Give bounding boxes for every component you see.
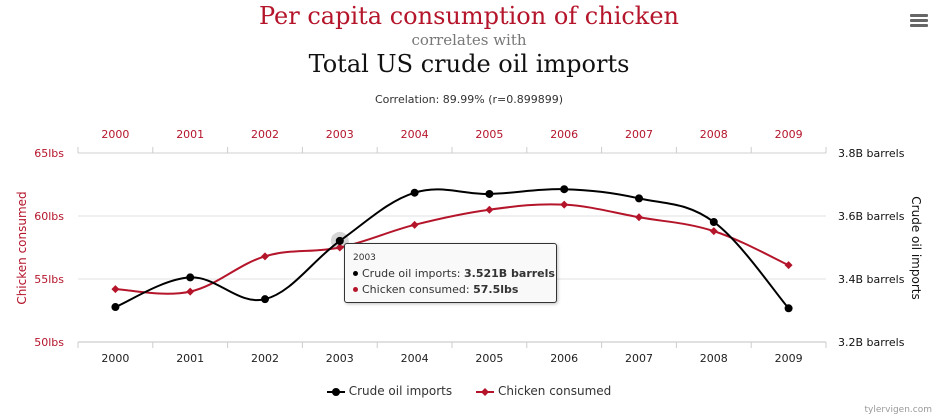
top-axis-label: 2000 xyxy=(101,128,129,141)
bottom-axis-label: 2009 xyxy=(775,352,803,365)
chart-title-bottom: Total US crude oil imports xyxy=(308,50,630,78)
left-axis-tick-label: 65lbs xyxy=(34,147,64,160)
tooltip-chicken-label: Chicken consumed: xyxy=(362,283,474,296)
chicken-dot-icon xyxy=(353,286,358,292)
tooltip-oil-label: Crude oil imports: xyxy=(362,267,465,280)
oil-data-point xyxy=(186,273,195,282)
tooltip-chicken-value: 57.5lbs xyxy=(473,283,519,296)
right-axis-tick-label: 3.2B barrels xyxy=(838,336,905,349)
bottom-axis-label: 2006 xyxy=(550,352,578,365)
oil-data-point xyxy=(709,217,718,226)
right-axis-tick-label: 3.4B barrels xyxy=(838,273,905,286)
right-axis-title: Crude oil imports xyxy=(909,196,923,299)
chicken-data-point xyxy=(335,243,344,252)
chicken-data-point xyxy=(186,287,195,296)
top-axis-label: 2009 xyxy=(775,128,803,141)
legend-oil-label: Crude oil imports xyxy=(348,384,453,398)
correlation-text: Correlation: 89.99% (r=0.899899) xyxy=(374,93,564,106)
oil-data-point xyxy=(635,194,643,203)
top-axis-label: 2001 xyxy=(176,128,204,141)
bottom-axis-label: 2008 xyxy=(700,352,728,365)
chicken-series-line xyxy=(115,203,790,295)
top-axis-label: 2002 xyxy=(251,128,279,141)
oil-series-line xyxy=(115,188,790,309)
chart-legend: Crude oil imports Chicken consumed xyxy=(0,384,938,398)
chart-connector-text: correlates with xyxy=(411,31,527,49)
credit-text[interactable]: tylervigen.com xyxy=(864,405,932,415)
bottom-axis-label: 2000 xyxy=(101,352,129,365)
tooltip-oil-row: Crude oil imports: 3.521B barrels xyxy=(353,267,555,280)
top-axis-label: 2007 xyxy=(625,128,653,141)
oil-dot-icon xyxy=(353,270,358,276)
top-axis-label: 2008 xyxy=(700,128,728,141)
chicken-data-point xyxy=(485,205,494,214)
oil-data-point xyxy=(410,188,419,197)
legend-chicken-marker-icon xyxy=(475,387,494,396)
chicken-data-point xyxy=(261,252,269,261)
chicken-data-point xyxy=(635,213,643,222)
top-axis-label: 2004 xyxy=(401,128,429,141)
data-tooltip: 2003 Crude oil imports: 3.521B barrels C… xyxy=(344,243,557,303)
left-axis-title: Chicken consumed xyxy=(15,191,29,304)
chicken-data-point xyxy=(709,227,718,236)
tooltip-year: 2003 xyxy=(353,253,376,263)
bottom-axis-label: 2002 xyxy=(251,352,279,365)
oil-data-point xyxy=(261,295,269,304)
tooltip-chicken-row: Chicken consumed: 57.5lbs xyxy=(353,283,518,296)
legend-item-chicken[interactable]: Chicken consumed xyxy=(475,384,612,398)
right-axis-tick-label: 3.8B barrels xyxy=(838,147,905,160)
oil-data-point xyxy=(784,304,793,313)
bottom-axis-label: 2005 xyxy=(475,352,503,365)
bottom-axis-label: 2001 xyxy=(176,352,204,365)
chicken-data-point xyxy=(410,220,419,229)
legend-chicken-label: Chicken consumed xyxy=(497,384,612,398)
chicken-data-point xyxy=(784,261,793,270)
chicken-data-point xyxy=(111,285,120,294)
top-axis-label: 2003 xyxy=(326,128,354,141)
left-axis-tick-label: 50lbs xyxy=(34,336,64,349)
oil-data-point xyxy=(335,236,344,245)
top-axis-label: 2005 xyxy=(475,128,503,141)
hamburger-menu-icon[interactable] xyxy=(910,14,928,28)
chicken-data-point xyxy=(560,200,569,209)
legend-item-oil[interactable]: Crude oil imports xyxy=(326,384,453,398)
left-axis-tick-label: 60lbs xyxy=(34,210,64,223)
top-axis-label: 2006 xyxy=(550,128,578,141)
bottom-axis-label: 2003 xyxy=(326,352,354,365)
bottom-axis-label: 2004 xyxy=(401,352,429,365)
chart-title-top: Per capita consumption of chicken xyxy=(258,2,680,30)
tooltip-oil-value: 3.521B barrels xyxy=(464,267,555,280)
oil-data-point xyxy=(111,303,120,312)
bottom-axis-label: 2007 xyxy=(625,352,653,365)
right-axis-tick-label: 3.6B barrels xyxy=(838,210,905,223)
legend-oil-marker-icon xyxy=(326,387,345,396)
oil-data-point xyxy=(560,185,569,194)
oil-data-point xyxy=(485,189,494,198)
left-axis-tick-label: 55lbs xyxy=(34,273,64,286)
